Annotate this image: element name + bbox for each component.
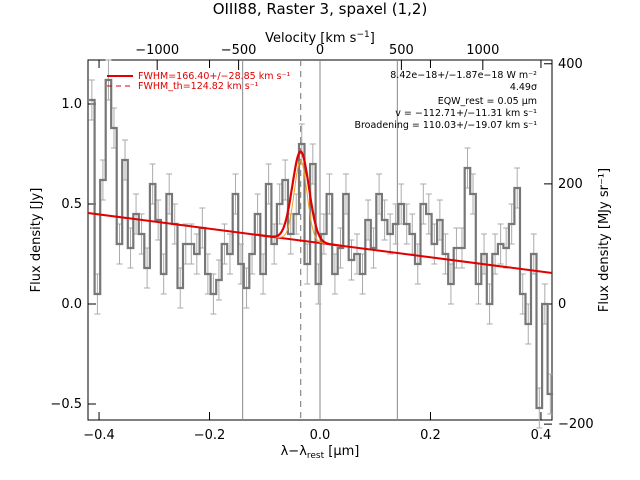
top-axis-title: Velocity [km s−1] [265, 30, 375, 46]
legend-entry-fwhm: FWHM=166.40+/−28.85 km s⁻¹ [138, 71, 290, 82]
top-tick-label: 0 [316, 43, 324, 58]
annotation-eqw: EQW_rest = 0.05 μm [438, 96, 537, 107]
top-tick-label: 1000 [466, 43, 499, 58]
x-tick-label: −0.4 [83, 428, 115, 443]
data-series [89, 78, 554, 410]
y-tick-label: 0.0 [61, 297, 82, 312]
right-tick-label: 200 [558, 177, 583, 192]
axes-group: −0.4 −0.2 0.0 0.2 0.4 −0.5 0.0 0.5 1.0 −1000 −500 0… [50, 43, 593, 443]
chart-title: OIII88, Raster 3, spaxel (1,2) [213, 0, 428, 18]
x-tick-label: 0.4 [531, 428, 552, 443]
continuum-fit-line [87, 212, 553, 274]
right-tick-label: −200 [558, 417, 594, 432]
x-axis-title: λ−λrest [μm] [281, 444, 360, 461]
spectrum-step-line [89, 78, 554, 410]
annotation-broadening: Broadening = 110.03+/−19.07 km s⁻¹ [354, 120, 537, 131]
right-tick-label: 0 [558, 297, 566, 312]
top-tick-label: −500 [221, 43, 257, 58]
y-tick-label: 1.0 [61, 97, 82, 112]
annotation-velocity: v = −112.71+/−11.31 km s⁻¹ [395, 108, 537, 119]
y-tick-label: 0.5 [61, 197, 82, 212]
y-axis-title-right: Flux density [MJy sr⁻¹] [597, 168, 612, 312]
right-tick-label: 400 [558, 57, 583, 72]
x-tick-label: 0.2 [420, 428, 441, 443]
y-axis-title-left: Flux density [Jy] [29, 188, 44, 293]
annotation-flux: 8.42e−18+/−1.87e−18 W m⁻² [390, 70, 537, 81]
annotation-sigma: 4.49σ [510, 82, 537, 93]
fit-lines [87, 150, 553, 274]
x-tick-label: 0.0 [310, 428, 331, 443]
fit-annotations: 8.42e−18+/−1.87e−18 W m⁻² 4.49σ EQW_rest… [354, 70, 537, 131]
top-tick-label: 500 [389, 43, 414, 58]
top-tick-label: −1000 [135, 43, 179, 58]
legend: FWHM=166.40+/−28.85 km s⁻¹ FWHM_th=124.8… [107, 71, 290, 92]
gaussian-fit-line [259, 150, 343, 247]
legend-entry-fwhm-th: FWHM_th=124.82 km s⁻¹ [138, 81, 259, 92]
x-tick-label: −0.2 [194, 428, 226, 443]
y-tick-label: −0.5 [50, 397, 82, 412]
